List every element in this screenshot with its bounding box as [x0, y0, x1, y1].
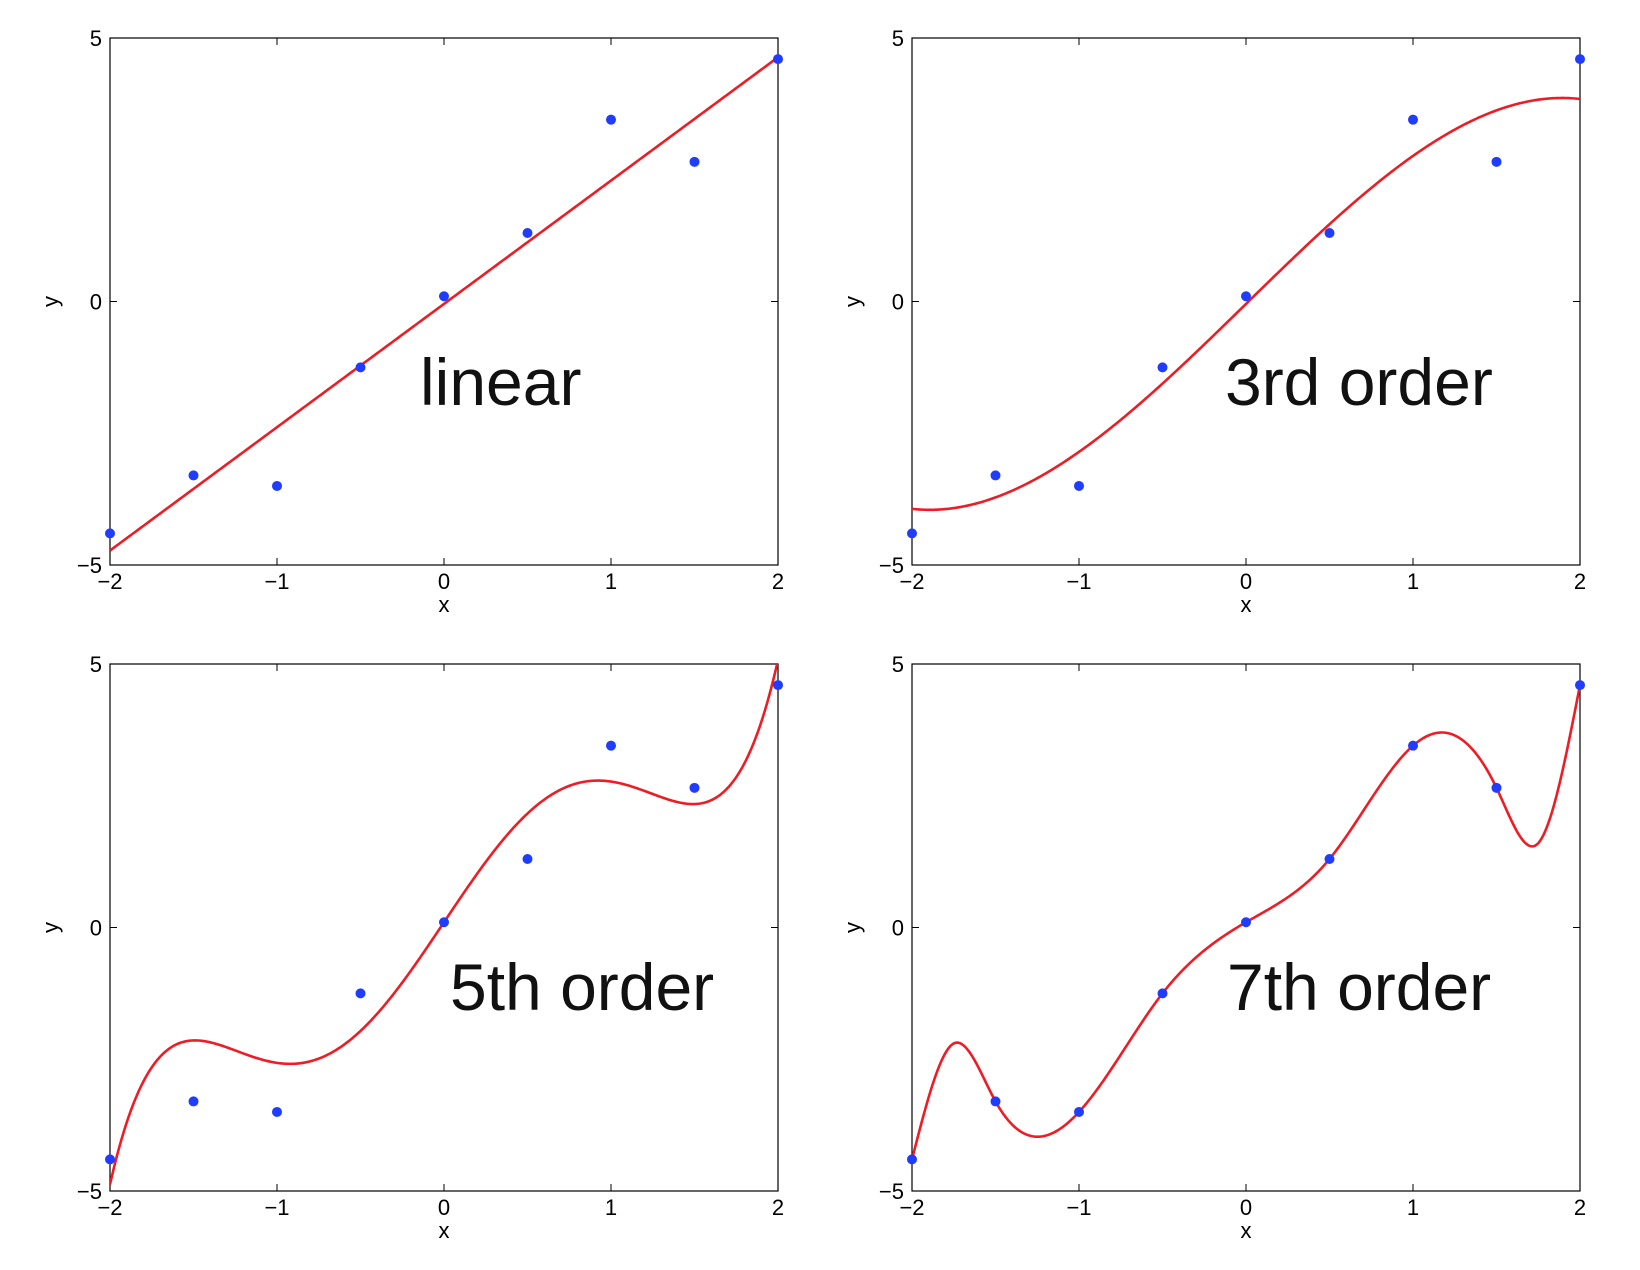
- x-tick-label: 2: [1574, 569, 1586, 594]
- fit-line: [110, 56, 778, 552]
- data-point: [1241, 917, 1251, 928]
- axes-box: [109, 663, 779, 1192]
- subplot-1: −2 −1 0 1 2 −5 0 5 x y linear: [38, 26, 784, 617]
- fit-annotation: 3rd order: [1225, 345, 1493, 419]
- data-point: [439, 917, 449, 928]
- data-point: [1575, 680, 1585, 691]
- x-tick-label: −1: [1066, 1195, 1091, 1220]
- data-point: [439, 291, 449, 302]
- y-axis-label: y: [840, 296, 865, 307]
- y-tick-label: 0: [892, 290, 904, 315]
- data-point: [1491, 782, 1502, 793]
- subplot-2: −2 −1 0 1 2 −5 0 5 x y 3rd order: [840, 26, 1586, 617]
- data-point: [773, 680, 783, 691]
- x-axis-label: x: [1241, 592, 1252, 617]
- y-tick-label: 0: [892, 916, 904, 941]
- fit-annotation: 5th order: [450, 950, 714, 1024]
- data-point: [1157, 988, 1168, 999]
- data-point: [522, 227, 533, 238]
- x-tick-label: −1: [1066, 569, 1091, 594]
- data-point: [773, 54, 783, 65]
- data-point: [272, 1106, 282, 1117]
- x-tick-label: 1: [605, 569, 617, 594]
- data-point: [1324, 227, 1335, 238]
- data-point: [355, 362, 366, 373]
- x-tick-label: 0: [1240, 569, 1252, 594]
- y-axis-label: y: [38, 296, 63, 307]
- x-tick-label: 0: [438, 569, 450, 594]
- data-point: [689, 156, 700, 167]
- data-point: [1408, 114, 1418, 125]
- data-point: [522, 853, 533, 864]
- data-point: [1408, 740, 1418, 751]
- fit-annotation: 7th order: [1227, 950, 1491, 1024]
- x-tick-label: 0: [1240, 1195, 1252, 1220]
- x-axis-label: x: [439, 592, 450, 617]
- data-point: [606, 114, 616, 125]
- data-point: [1074, 480, 1084, 491]
- data-point: [689, 782, 700, 793]
- x-tick-label: −2: [97, 1195, 122, 1220]
- fit-annotation: linear: [420, 345, 581, 419]
- subplot-3: −2 −1 0 1 2 −5 0 5 x y 5th order: [38, 652, 784, 1243]
- data-point: [1157, 362, 1168, 373]
- data-point: [1575, 54, 1585, 65]
- x-tick-label: −1: [264, 1195, 289, 1220]
- data-point: [1491, 156, 1502, 167]
- y-tick-label: 5: [892, 652, 904, 677]
- y-tick-label: 0: [90, 916, 102, 941]
- x-tick-label: 1: [1407, 1195, 1419, 1220]
- x-tick-label: 2: [1574, 1195, 1586, 1220]
- data-point: [1241, 291, 1251, 302]
- x-tick-label: −1: [264, 569, 289, 594]
- y-tick-label: −5: [879, 553, 904, 578]
- x-axis-label: x: [1241, 1218, 1252, 1243]
- data-point: [1074, 1106, 1084, 1117]
- y-tick-label: 5: [892, 26, 904, 51]
- data-point: [355, 988, 366, 999]
- subplot-4: −2 −1 0 1 2 −5 0 5 x y 7th order: [840, 652, 1586, 1243]
- y-tick-label: 5: [90, 26, 102, 51]
- x-tick-label: 2: [772, 1195, 784, 1220]
- y-axis-label: y: [840, 922, 865, 933]
- y-tick-label: −5: [77, 553, 102, 578]
- data-point: [907, 1154, 917, 1165]
- axes-box: [109, 37, 779, 566]
- x-tick-label: 0: [438, 1195, 450, 1220]
- data-point: [188, 470, 199, 481]
- y-tick-label: −5: [77, 1179, 102, 1204]
- data-point: [105, 528, 115, 539]
- data-point: [1324, 853, 1335, 864]
- y-tick-label: 0: [90, 290, 102, 315]
- x-tick-label: −2: [97, 569, 122, 594]
- y-tick-label: −5: [879, 1179, 904, 1204]
- fit-line: [912, 96, 1580, 512]
- axes-box: [911, 663, 1581, 1192]
- y-tick-label: 5: [90, 652, 102, 677]
- x-tick-label: −2: [899, 569, 924, 594]
- data-point: [990, 470, 1001, 481]
- y-axis-label: y: [38, 922, 63, 933]
- x-tick-label: 2: [772, 569, 784, 594]
- data-point: [188, 1096, 199, 1107]
- data-point: [606, 740, 616, 751]
- data-point: [272, 480, 282, 491]
- data-point: [990, 1096, 1001, 1107]
- data-point: [907, 528, 917, 539]
- x-tick-label: 1: [1407, 569, 1419, 594]
- data-point: [105, 1154, 115, 1165]
- x-axis-label: x: [439, 1218, 450, 1243]
- x-tick-label: 1: [605, 1195, 617, 1220]
- x-tick-label: −2: [899, 1195, 924, 1220]
